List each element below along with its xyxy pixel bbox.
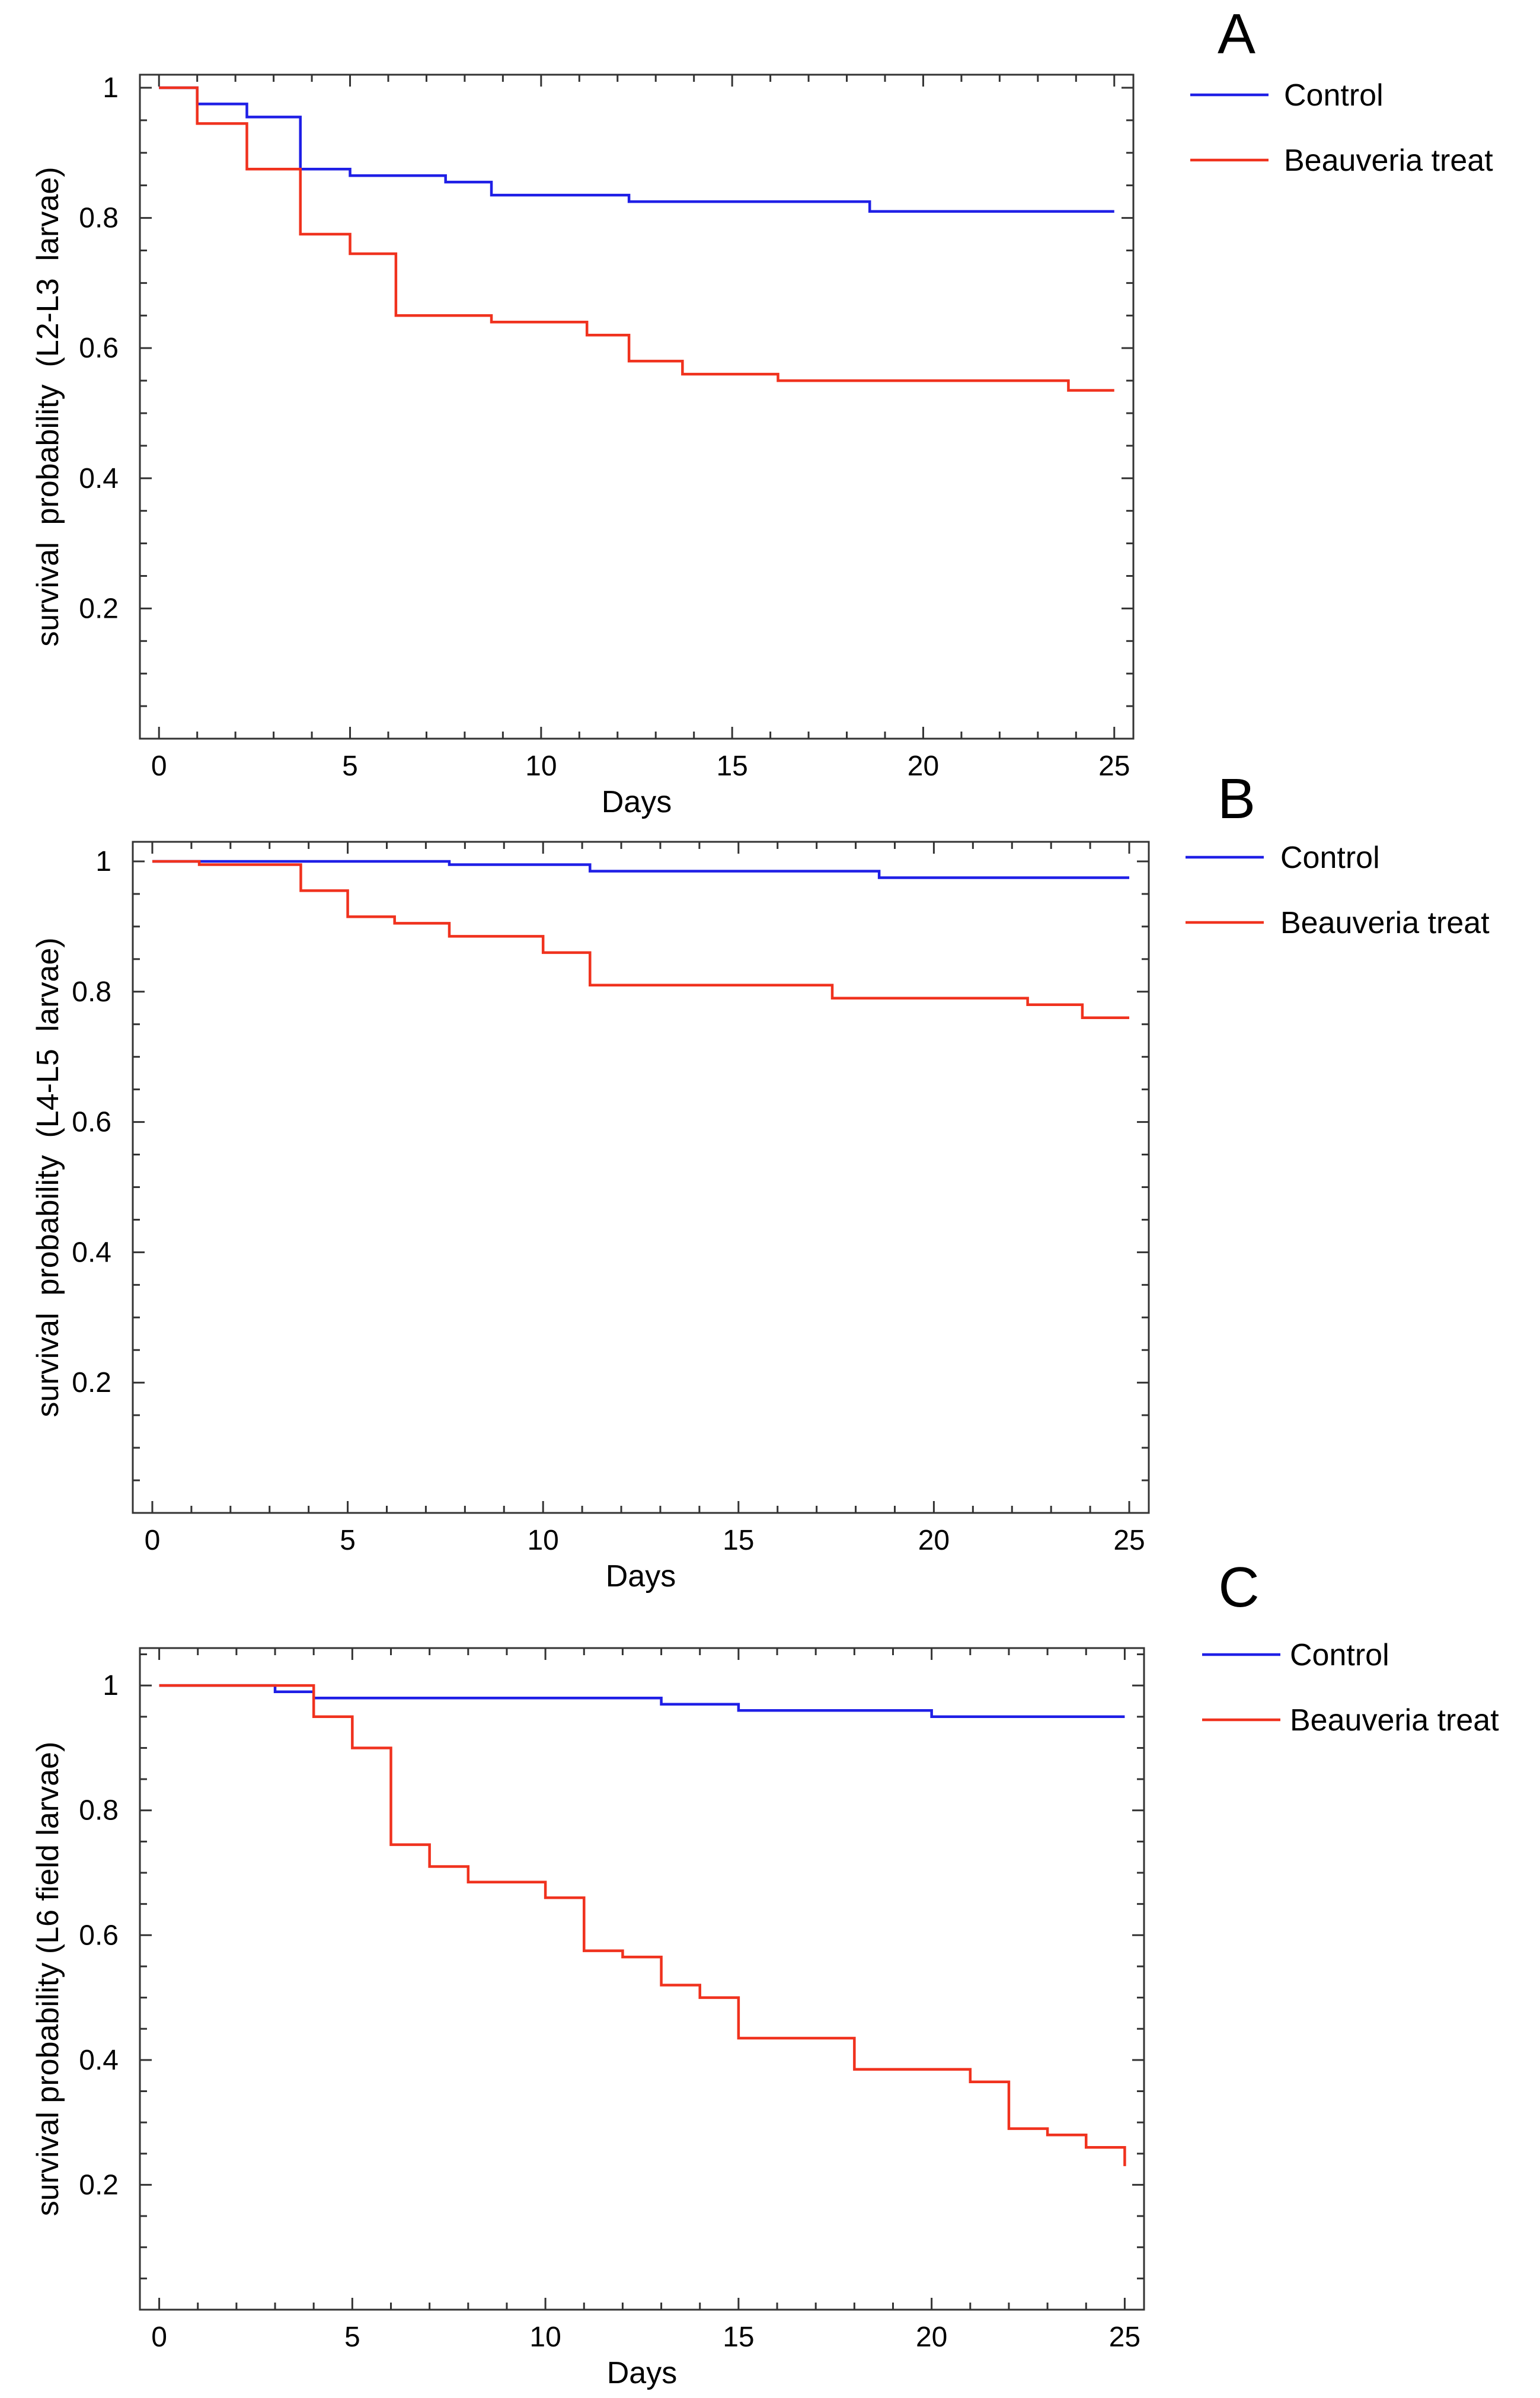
y-tick-label: 0.8 bbox=[79, 203, 119, 234]
legend-label-control: Control bbox=[1290, 1638, 1389, 1672]
y-tick-label: 0.6 bbox=[79, 333, 119, 364]
panel-letter: C bbox=[1218, 1556, 1259, 1619]
series-line-control bbox=[152, 860, 1130, 879]
x-tick-label: 10 bbox=[527, 1525, 558, 1556]
plot-frame bbox=[139, 74, 1135, 740]
x-tick-label: 20 bbox=[918, 1525, 950, 1556]
y-tick-label: 0.2 bbox=[72, 1367, 111, 1398]
x-tick-label: 15 bbox=[716, 751, 747, 782]
x-tick-label: 25 bbox=[1098, 751, 1130, 782]
x-axis-label: Days bbox=[606, 1559, 676, 1594]
legend-label-beauveria: Beauveria treat bbox=[1280, 906, 1490, 940]
x-tick-label: 15 bbox=[723, 1525, 754, 1556]
plot-frame bbox=[132, 841, 1150, 1514]
x-tick-label: 0 bbox=[151, 751, 167, 782]
y-axis-label: survival probability (L2-L3 larvae) bbox=[31, 167, 65, 646]
panel-letter: A bbox=[1218, 2, 1255, 66]
y-tick-label: 0.4 bbox=[79, 2045, 119, 2076]
y-tick-label: 1 bbox=[95, 846, 111, 877]
series-line-beauveria bbox=[159, 1684, 1126, 2166]
series-line-control bbox=[159, 1684, 1125, 1719]
x-tick-label: 5 bbox=[342, 751, 358, 782]
series-line-beauveria bbox=[152, 860, 1130, 1019]
x-tick-label: 25 bbox=[1109, 2322, 1140, 2353]
y-tick-label: 0.8 bbox=[79, 1795, 119, 1827]
y-tick-label: 0.4 bbox=[79, 463, 119, 494]
y-tick-label: 0.4 bbox=[72, 1237, 111, 1268]
x-tick-label: 25 bbox=[1113, 1525, 1145, 1556]
y-tick-label: 0.8 bbox=[72, 976, 111, 1008]
x-tick-label: 20 bbox=[908, 751, 939, 782]
x-tick-label: 10 bbox=[529, 2322, 561, 2353]
x-tick-label: 10 bbox=[525, 751, 557, 782]
x-tick-label: 0 bbox=[145, 1525, 161, 1556]
legend-label-beauveria: Beauveria treat bbox=[1284, 143, 1493, 178]
x-axis-label: Days bbox=[607, 2356, 677, 2390]
y-tick-label: 0.6 bbox=[72, 1107, 111, 1138]
x-axis-label: Days bbox=[602, 785, 672, 819]
plot-frame bbox=[139, 1647, 1145, 2311]
legend-label-control: Control bbox=[1280, 841, 1380, 875]
y-tick-label: 0.2 bbox=[79, 593, 119, 624]
x-tick-label: 5 bbox=[340, 1525, 356, 1556]
legend-label-beauveria: Beauveria treat bbox=[1290, 1703, 1499, 1738]
y-tick-label: 1 bbox=[103, 1670, 119, 1701]
panel-letter: B bbox=[1218, 767, 1255, 831]
y-axis-label: survival probability (L6 field larvae) bbox=[31, 1742, 65, 2217]
y-tick-label: 0.2 bbox=[79, 2169, 119, 2201]
legend-label-control: Control bbox=[1284, 78, 1384, 113]
series-line-beauveria bbox=[159, 86, 1114, 392]
x-tick-label: 20 bbox=[916, 2322, 947, 2353]
y-tick-label: 0.6 bbox=[79, 1920, 119, 1951]
x-tick-label: 5 bbox=[344, 2322, 360, 2353]
y-tick-label: 1 bbox=[103, 72, 119, 104]
series-line-control bbox=[159, 86, 1114, 213]
y-axis-label: survival probability (L4-L5 larvae) bbox=[31, 937, 65, 1417]
x-tick-label: 0 bbox=[151, 2322, 167, 2353]
x-tick-label: 15 bbox=[723, 2322, 754, 2353]
